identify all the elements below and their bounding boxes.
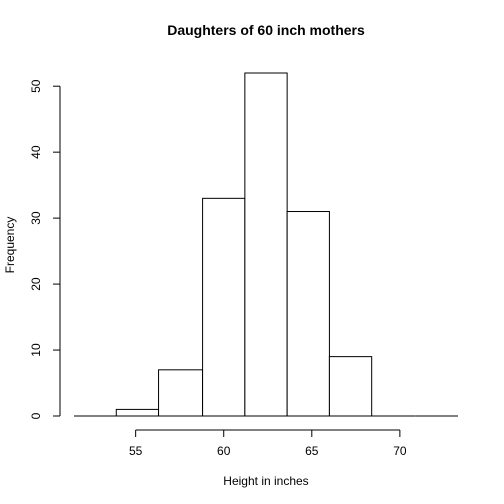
- histogram-bar-1: [115, 408, 160, 417]
- y-tick-label-20: 20: [29, 277, 43, 291]
- x-tick-label-65: 65: [305, 444, 319, 458]
- y-tick-label-30: 30: [29, 211, 43, 225]
- histogram-bar-5: [286, 211, 330, 417]
- histogram-bar-4: [244, 72, 288, 417]
- x-tick-label-60: 60: [217, 444, 231, 458]
- y-tick-label-50: 50: [29, 79, 43, 93]
- x-tick-label-70: 70: [393, 444, 407, 458]
- y-tick-label-10: 10: [29, 343, 43, 357]
- histogram-bar-3: [202, 197, 246, 417]
- x-axis: 55 60 65 70: [129, 429, 407, 458]
- y-axis-label: Frequency: [3, 217, 17, 274]
- x-tick-label-55: 55: [129, 444, 143, 458]
- x-axis-label: Height in inches: [223, 474, 308, 488]
- y-tick-label-40: 40: [29, 145, 43, 159]
- histogram-bar-2: [158, 369, 204, 417]
- bars-group: [74, 72, 458, 417]
- histogram-bar-6: [328, 356, 373, 417]
- chart-title: Daughters of 60 inch mothers: [167, 22, 365, 38]
- y-tick-label-0: 0: [29, 412, 43, 419]
- y-axis: 0 10 20 30 40 50: [29, 79, 61, 419]
